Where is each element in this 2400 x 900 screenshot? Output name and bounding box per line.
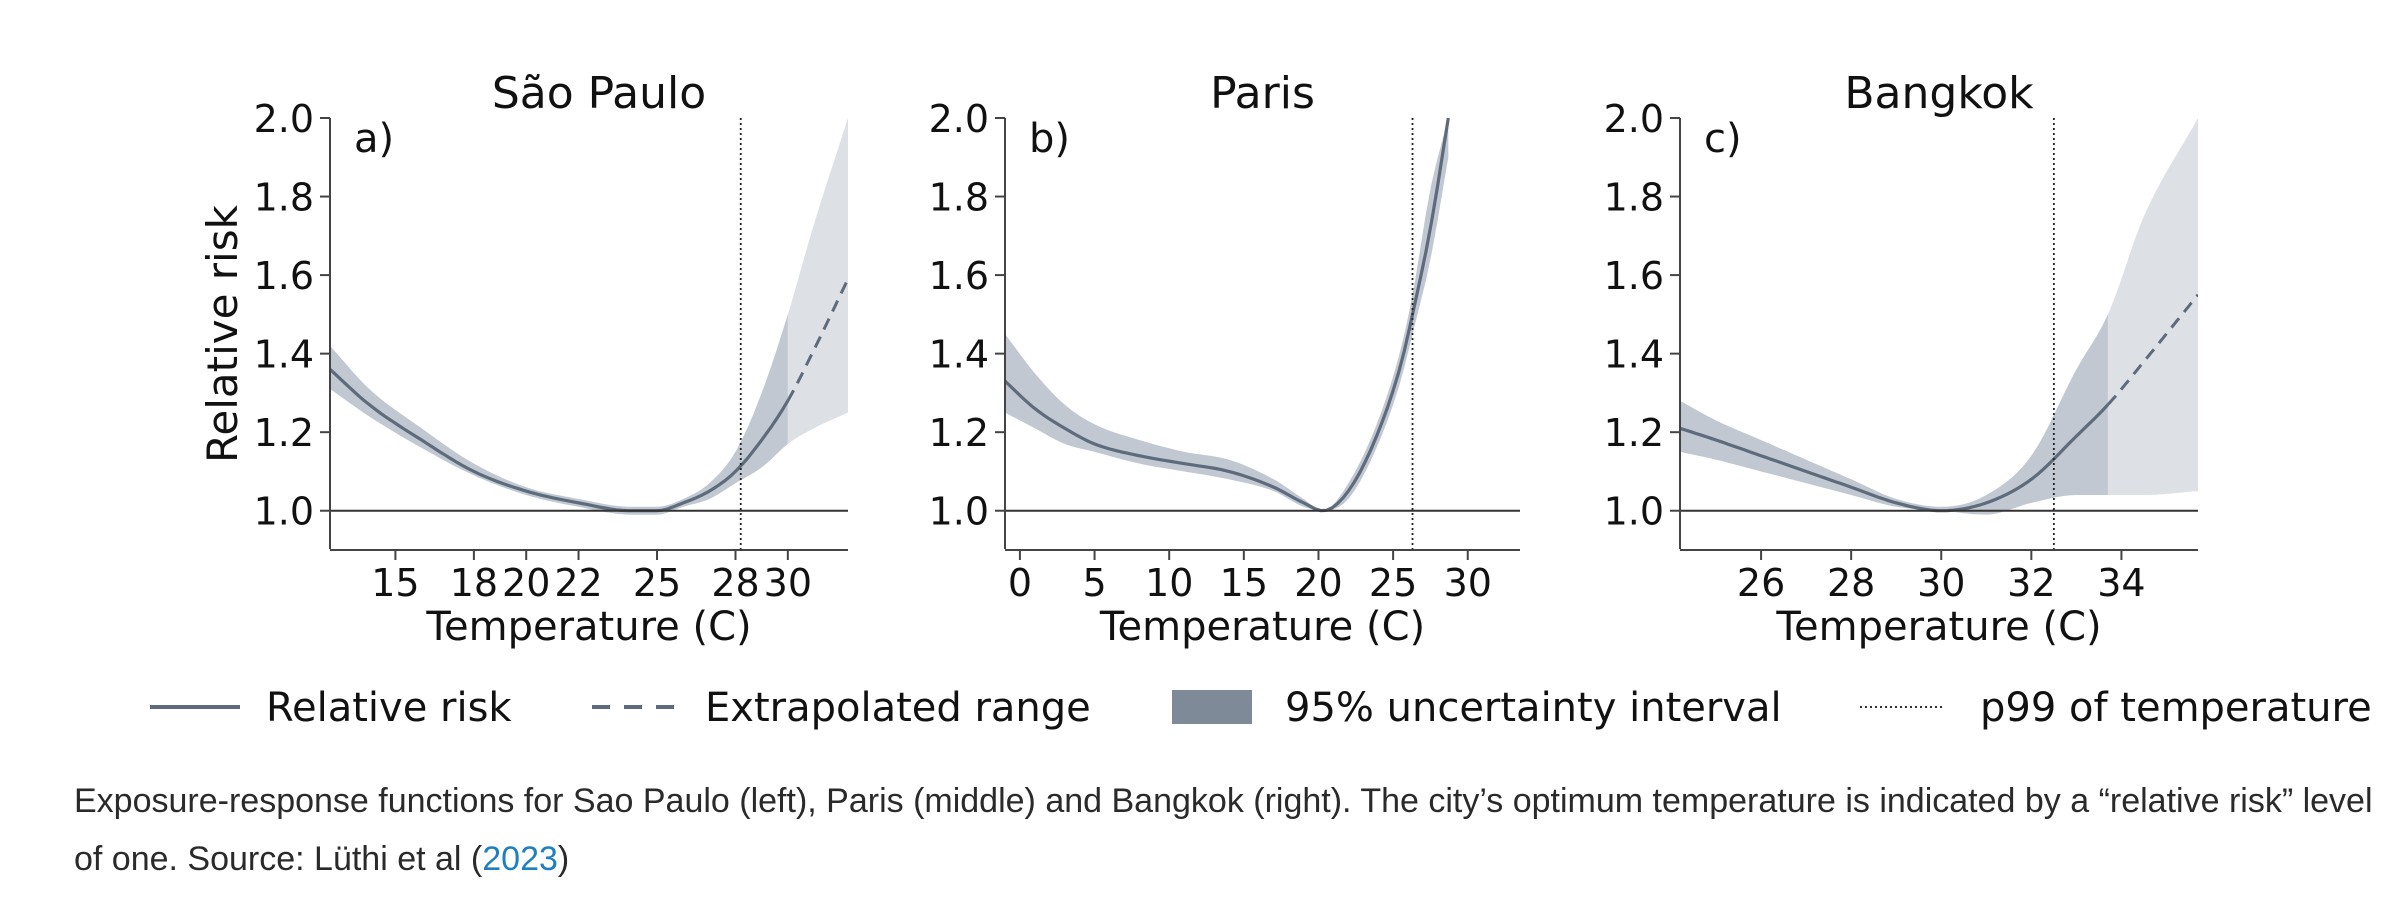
y-tick-label: 1.2 — [1604, 411, 1664, 455]
relative-risk-line — [1005, 118, 1450, 513]
y-tick-label: 1.2 — [929, 411, 989, 455]
figure-caption: Exposure-response functions for Sao Paul… — [74, 772, 2374, 888]
x-tick-label: 5 — [1082, 561, 1106, 605]
x-tick-label: 32 — [2007, 561, 2055, 605]
relative-risk-line — [330, 368, 790, 513]
y-tick-label: 2.0 — [254, 97, 314, 141]
x-tick-label: 28 — [1827, 561, 1875, 605]
panel-title: Paris — [1210, 68, 1315, 119]
panel-label: c) — [1704, 116, 1742, 162]
x-tick-label: 15 — [371, 561, 419, 605]
y-tick-label: 1.4 — [254, 333, 314, 377]
panel-label: a) — [354, 116, 394, 162]
legend-relative-risk-label: Relative risk — [266, 685, 512, 731]
extrapolated-band — [2107, 118, 2198, 495]
x-tick-label: 30 — [764, 561, 812, 605]
y-tick-label: 1.8 — [1604, 176, 1664, 220]
legend: Relative risk Extrapolated range 95% uncer… — [150, 685, 2372, 731]
y-tick-label: 1.8 — [254, 176, 314, 220]
x-tick-label: 22 — [554, 561, 602, 605]
panel-label: b) — [1029, 116, 1070, 162]
x-tick-label: 10 — [1145, 561, 1193, 605]
panel-1: 1.0 1.2 1.4 1.6 1.8 2.0 15 18 20 22 25 28 30 a) São Pa… — [198, 68, 848, 650]
x-tick-label: 25 — [1369, 561, 1417, 605]
x-tick-label: 0 — [1008, 561, 1032, 605]
x-tick-label: 28 — [711, 561, 759, 605]
panel-2: 1.0 1.2 1.4 1.6 1.8 2.0 0 5 10 15 20 25 30 b) Paris Tem… — [929, 68, 1520, 650]
uncertainty-band — [1005, 118, 1449, 511]
y-tick-label: 1.0 — [254, 490, 314, 534]
x-tick-label: 18 — [450, 561, 498, 605]
caption-closing: ) — [557, 840, 570, 878]
panel-title: São Paulo — [492, 68, 706, 119]
y-tick-label: 1.0 — [929, 490, 989, 534]
extrapolated-band — [787, 118, 848, 444]
extrapolated-line — [786, 278, 848, 402]
x-axis-label: Temperature (C) — [425, 604, 751, 650]
legend-uncertainty-swatch — [1172, 690, 1252, 724]
x-tick-label: 30 — [1444, 561, 1492, 605]
y-tick-label: 1.6 — [254, 254, 314, 298]
panel-title: Bangkok — [1844, 68, 2034, 119]
x-axis-label: Temperature (C) — [1775, 604, 2101, 650]
x-tick-label: 15 — [1220, 561, 1268, 605]
x-tick-label: 26 — [1737, 561, 1785, 605]
x-tick-label: 30 — [1917, 561, 1965, 605]
y-tick-label: 1.0 — [1604, 490, 1664, 534]
caption-source-link[interactable]: 2023 — [482, 840, 558, 878]
legend-p99-label: p99 of temperature — [1980, 685, 2372, 731]
extrapolated-line — [2106, 293, 2198, 406]
y-tick-label: 1.4 — [929, 333, 989, 377]
caption-text: Exposure-response functions for Sao Paul… — [74, 782, 2373, 878]
x-axis-label: Temperature (C) — [1099, 604, 1425, 650]
y-tick-label: 1.6 — [929, 254, 989, 298]
x-tick-label: 25 — [633, 561, 681, 605]
x-tick-label: 20 — [1294, 561, 1342, 605]
x-tick-label: 34 — [2097, 561, 2145, 605]
y-tick-label: 1.4 — [1604, 333, 1664, 377]
y-tick-label: 1.8 — [929, 176, 989, 220]
x-tick-label: 20 — [502, 561, 550, 605]
relative-risk-line — [1680, 403, 2110, 513]
uncertainty-band — [1680, 314, 2108, 515]
y-tick-label: 1.2 — [254, 411, 314, 455]
y-tick-label: 2.0 — [929, 97, 989, 141]
y-axis-label: Relative risk — [198, 204, 247, 463]
y-tick-label: 2.0 — [1604, 97, 1664, 141]
y-tick-label: 1.6 — [1604, 254, 1664, 298]
legend-uncertainty-label: 95% uncertainty interval — [1285, 685, 1782, 731]
panel-3: 1.0 1.2 1.4 1.6 1.8 2.0 26 28 30 32 34 c) Bangkok Tem… — [1604, 68, 2198, 650]
legend-extrapolated-label: Extrapolated range — [705, 685, 1091, 731]
